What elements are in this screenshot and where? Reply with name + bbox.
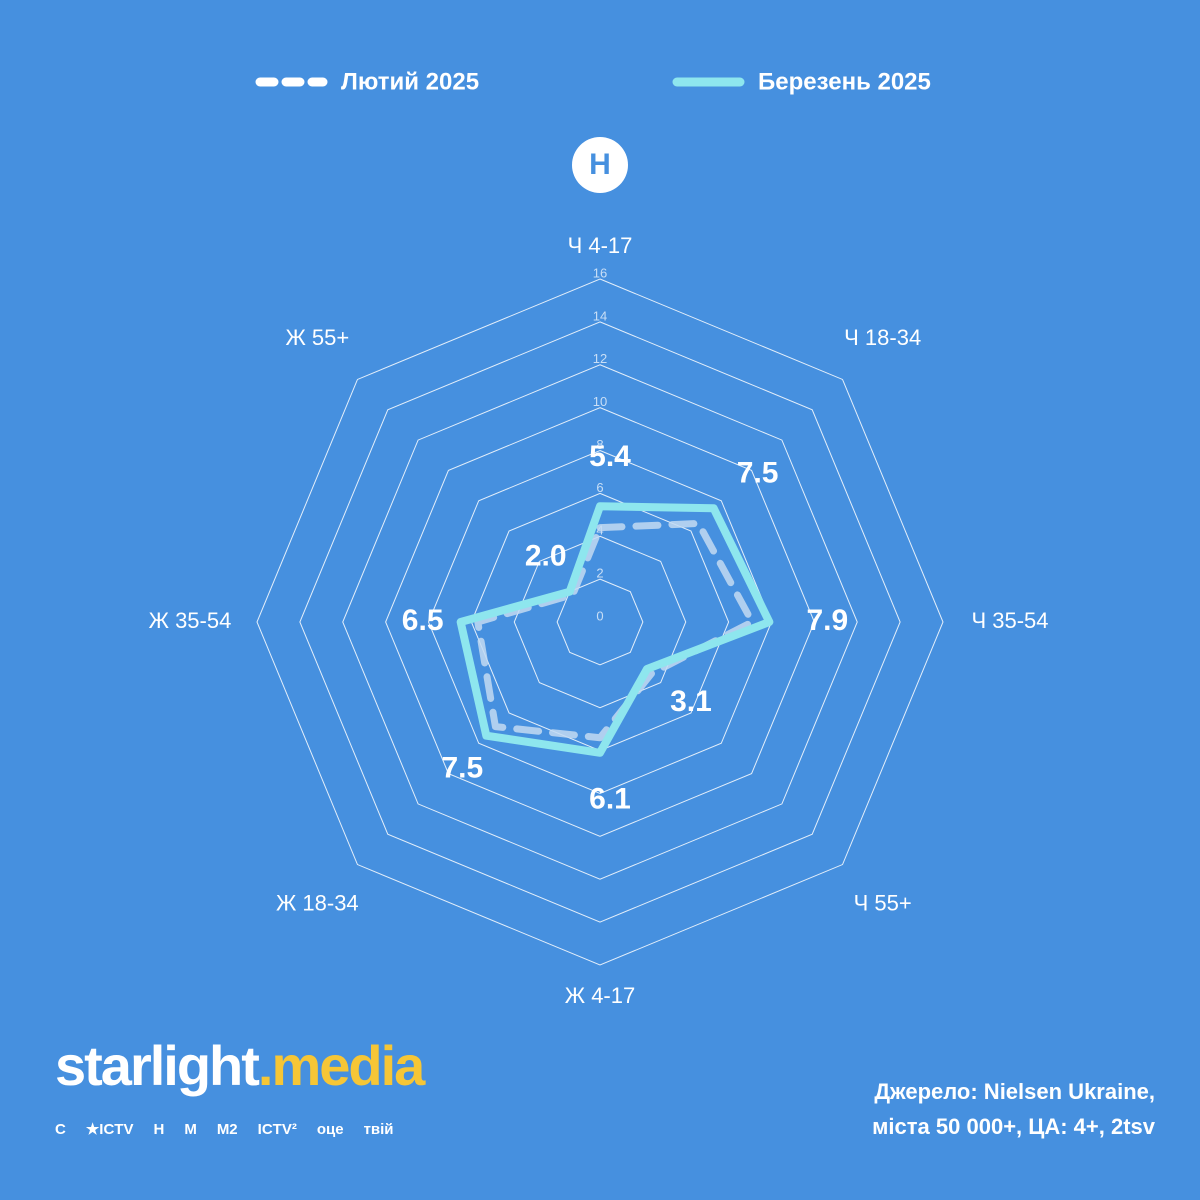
grid-ring xyxy=(342,364,858,880)
category-label: Ч 4-17 xyxy=(568,233,633,258)
legend-label: Березень 2025 xyxy=(758,68,931,95)
channel-logo: твій xyxy=(364,1121,394,1138)
category-label: Ж 4-17 xyxy=(565,983,635,1008)
value-label: 5.4 xyxy=(589,440,631,473)
r-tick-label: 12 xyxy=(593,351,607,366)
logo-part: .media xyxy=(258,1034,426,1097)
channel-logo: M xyxy=(184,1121,197,1138)
value-label: 7.5 xyxy=(737,456,779,489)
channel-logo: M2 xyxy=(217,1121,238,1138)
category-label: Ж 35-54 xyxy=(149,608,232,633)
category-label: Ч 55+ xyxy=(854,890,912,915)
value-label: 7.5 xyxy=(442,752,484,785)
source-line: Джерело: Nielsen Ukraine, xyxy=(874,1079,1155,1104)
category-label: Ж 18-34 xyxy=(276,890,359,915)
category-label: Ч 18-34 xyxy=(844,325,921,350)
r-tick-label: 0 xyxy=(596,608,603,623)
legend-label: Лютий 2025 xyxy=(341,68,479,95)
channel-logo: ICTV² xyxy=(258,1121,297,1138)
source-line: міста 50 000+, ЦА: 4+, 2tsv xyxy=(872,1114,1156,1139)
value-label: 6.5 xyxy=(402,604,444,637)
r-tick-label: 6 xyxy=(596,480,603,495)
logo-part: starlight xyxy=(55,1034,259,1097)
r-tick-label: 10 xyxy=(593,394,607,409)
channel-logo: оце xyxy=(317,1121,344,1138)
r-tick-label: 14 xyxy=(593,308,607,323)
grid-ring xyxy=(299,321,901,923)
r-tick-label: 2 xyxy=(596,566,603,581)
channel-logo: ★ICTV xyxy=(86,1121,134,1138)
grid-ring xyxy=(385,407,815,837)
r-tick-label: 16 xyxy=(593,265,607,280)
r-tick-label: 8 xyxy=(596,437,603,452)
series-line xyxy=(456,502,774,757)
logo: starlight.media xyxy=(55,1034,426,1097)
grid-ring xyxy=(556,578,644,666)
grid-ring xyxy=(427,449,773,795)
series-line xyxy=(474,519,756,742)
channel-badge: Н xyxy=(589,148,611,181)
grid-ring xyxy=(256,278,944,966)
value-label: 3.1 xyxy=(670,685,712,718)
value-label: 2.0 xyxy=(525,540,567,573)
channel-logo: C xyxy=(55,1121,66,1138)
value-label: 6.1 xyxy=(589,783,631,816)
category-label: Ч 35-54 xyxy=(971,608,1048,633)
value-label: 7.9 xyxy=(806,604,848,637)
channel-logo: Н xyxy=(153,1121,164,1138)
category-label: Ж 55+ xyxy=(285,325,349,350)
channel-badge-circle xyxy=(572,137,628,193)
grid-ring xyxy=(513,535,687,709)
